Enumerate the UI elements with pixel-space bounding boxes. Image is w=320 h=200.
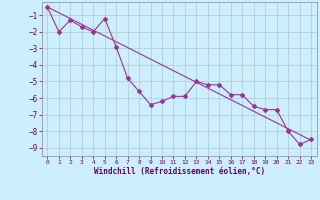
X-axis label: Windchill (Refroidissement éolien,°C): Windchill (Refroidissement éolien,°C)	[94, 167, 265, 176]
